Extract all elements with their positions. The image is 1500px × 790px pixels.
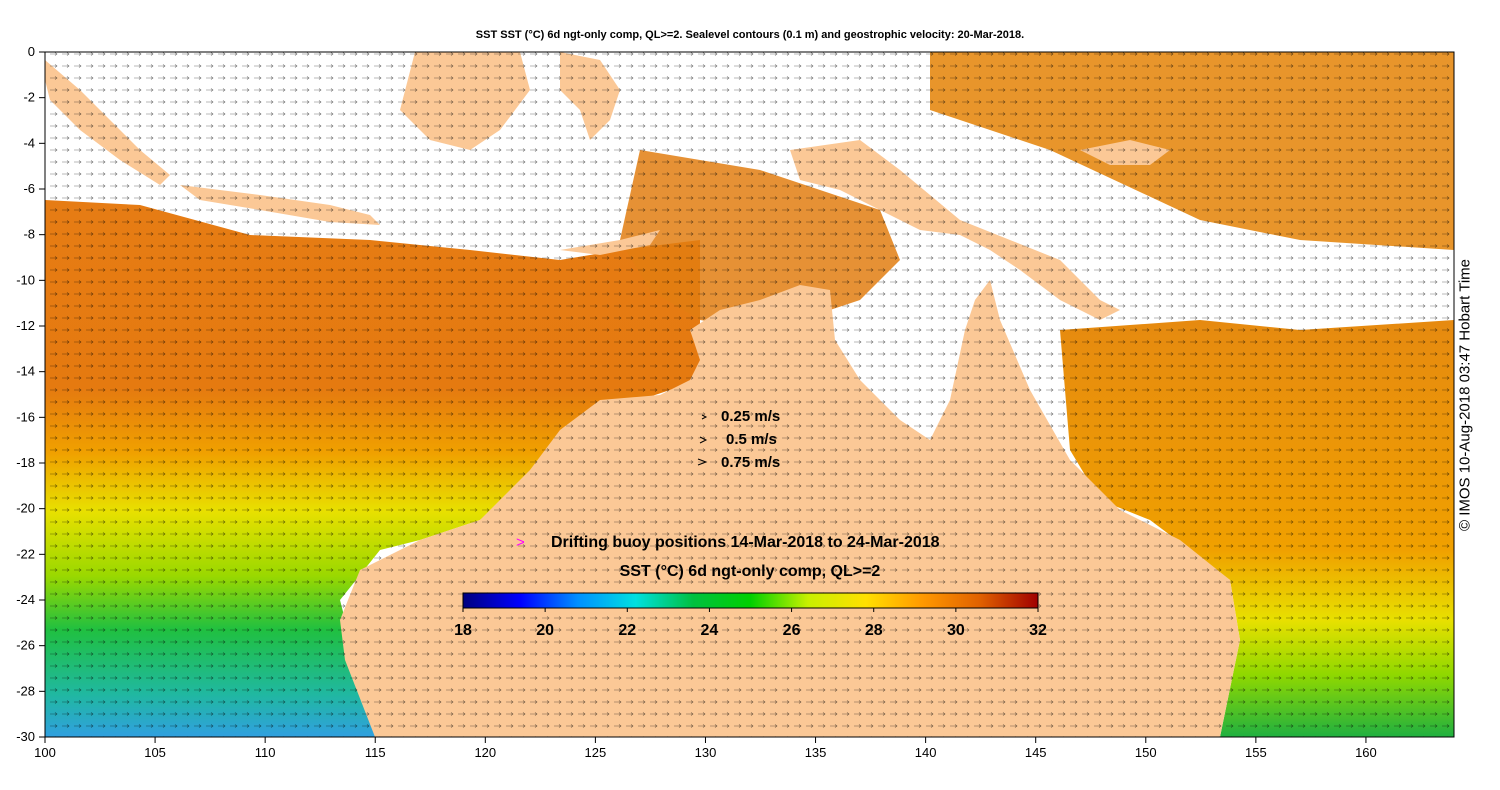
x-tick-label: 140 <box>915 745 937 760</box>
map-title: SST SST (°C) 6d ngt-only comp, QL>=2. Se… <box>475 29 1025 41</box>
x-tick-label: 150 <box>1135 745 1157 760</box>
y-tick-label: -14 <box>16 364 35 379</box>
colorbar-tick-label: 26 <box>783 622 801 639</box>
x-tick-label: 125 <box>585 745 607 760</box>
x-tick-label: 120 <box>474 745 496 760</box>
y-axis: 0 -2 -4 -6 -8 -10 -12 -14 -16 -18 -20 -22 -24 -26 -28 -… <box>16 44 45 744</box>
credit-text: © IMOS 10-Aug-2018 03:47 Hobart Time <box>1456 258 1474 532</box>
colorbar: SST (°C) 6d ngt-only comp, QL>=2 18 20 22 2… <box>454 563 1047 639</box>
x-tick-label: 145 <box>1025 745 1047 760</box>
x-tick-label: 160 <box>1355 745 1377 760</box>
credit-label: © IMOS 10-Aug-2018 03:47 Hobart Time <box>1455 259 1475 531</box>
y-tick-label: -6 <box>23 181 35 196</box>
buoy-marker-icon: > <box>516 534 525 551</box>
x-tick-label: 130 <box>695 745 717 760</box>
colorbar-tick-label: 30 <box>947 622 965 639</box>
colorbar-tick-label: 18 <box>454 622 472 639</box>
y-tick-label: -26 <box>16 638 35 653</box>
y-tick-label: -30 <box>16 729 35 744</box>
colorbar-title: SST (°C) 6d ngt-only comp, QL>=2 <box>620 563 881 580</box>
colorbar-tick-label: 24 <box>701 622 719 639</box>
x-tick-label: 115 <box>365 745 386 760</box>
x-tick-label: 110 <box>255 745 276 760</box>
velocity-key-050: 0.5 m/s <box>726 431 777 448</box>
velocity-key: 0.25 m/s 0.5 m/s 0.75 m/s <box>697 408 780 471</box>
y-tick-label: -28 <box>16 683 35 698</box>
map-area <box>44 51 1455 738</box>
x-tick-label: 100 <box>34 745 56 760</box>
colorbar-tick-label: 22 <box>618 622 636 639</box>
vector-arrow-icon <box>701 414 708 420</box>
y-tick-label: -16 <box>16 409 35 424</box>
y-tick-label: -12 <box>16 318 35 333</box>
y-tick-label: -8 <box>23 227 35 242</box>
velocity-key-075: 0.75 m/s <box>721 454 780 471</box>
y-tick-label: -20 <box>16 501 35 516</box>
x-tick-label: 135 <box>805 745 827 760</box>
y-tick-label: -24 <box>16 592 35 607</box>
x-tick-label: 105 <box>144 745 166 760</box>
buoy-legend: > Drifting buoy positions 14-Mar-2018 to… <box>516 534 940 551</box>
colorbar-tick-label: 20 <box>536 622 554 639</box>
y-tick-label: -22 <box>16 546 35 561</box>
colorbar-tick-label: 32 <box>1029 622 1047 639</box>
colorbar-tick-label: 28 <box>865 622 883 639</box>
y-tick-label: -18 <box>16 455 35 470</box>
y-tick-label: -2 <box>23 90 35 105</box>
colorbar-gradient <box>462 592 1039 609</box>
y-tick-label: -4 <box>23 135 35 150</box>
y-tick-label: 0 <box>28 44 35 59</box>
map-frame <box>44 51 1455 738</box>
vector-arrow-icon <box>697 458 708 466</box>
x-tick-label: 155 <box>1245 745 1267 760</box>
colorbar-ticks: 18 20 22 24 26 28 30 32 <box>454 608 1047 639</box>
buoy-legend-label: Drifting buoy positions 14-Mar-2018 to 2… <box>551 534 940 551</box>
geostrophic-velocity-field <box>45 52 1454 737</box>
velocity-key-025: 0.25 m/s <box>721 408 780 425</box>
x-axis: 100 105 110 115 120 125 130 135 140 145 150 155 160 <box>34 737 1377 760</box>
y-tick-label: -10 <box>16 272 35 287</box>
vector-arrow-icon <box>699 436 708 444</box>
